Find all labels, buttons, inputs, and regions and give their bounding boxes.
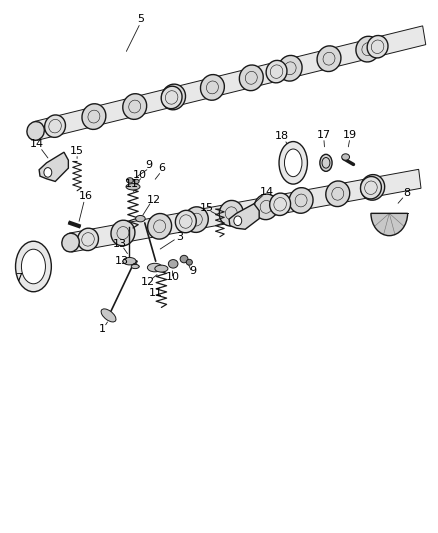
Ellipse shape <box>361 175 385 200</box>
Ellipse shape <box>184 207 208 232</box>
Ellipse shape <box>278 55 302 81</box>
Ellipse shape <box>201 75 224 100</box>
Text: 14: 14 <box>260 187 274 197</box>
Polygon shape <box>34 26 426 140</box>
Ellipse shape <box>15 241 51 292</box>
Ellipse shape <box>289 188 313 213</box>
Ellipse shape <box>111 220 135 246</box>
Ellipse shape <box>21 249 46 284</box>
Ellipse shape <box>360 176 381 199</box>
Ellipse shape <box>123 257 136 265</box>
Text: 9: 9 <box>189 266 196 276</box>
Polygon shape <box>69 169 421 252</box>
Ellipse shape <box>317 46 341 71</box>
Ellipse shape <box>162 84 186 110</box>
Circle shape <box>44 167 52 177</box>
Circle shape <box>234 216 242 225</box>
Ellipse shape <box>82 104 106 130</box>
Ellipse shape <box>134 179 139 183</box>
Ellipse shape <box>356 36 380 62</box>
Ellipse shape <box>123 94 147 119</box>
Ellipse shape <box>270 193 290 215</box>
Wedge shape <box>371 213 408 236</box>
Text: 18: 18 <box>275 131 290 141</box>
Ellipse shape <box>367 36 388 58</box>
Text: 9: 9 <box>145 160 153 171</box>
Ellipse shape <box>62 233 79 252</box>
Text: 10: 10 <box>133 170 147 180</box>
Text: 14: 14 <box>30 139 44 149</box>
Text: 12: 12 <box>141 278 155 287</box>
Ellipse shape <box>342 154 350 160</box>
Ellipse shape <box>254 194 278 220</box>
Ellipse shape <box>266 60 287 83</box>
Ellipse shape <box>320 155 332 171</box>
Ellipse shape <box>239 65 263 91</box>
Ellipse shape <box>101 309 116 322</box>
Ellipse shape <box>175 211 196 233</box>
Ellipse shape <box>168 260 178 268</box>
Text: 15: 15 <box>200 203 214 213</box>
Text: 3: 3 <box>176 232 183 243</box>
Ellipse shape <box>180 255 188 263</box>
Text: 19: 19 <box>343 130 357 140</box>
Text: 6: 6 <box>158 163 165 173</box>
Ellipse shape <box>27 122 44 140</box>
Polygon shape <box>39 152 68 181</box>
Ellipse shape <box>186 260 192 265</box>
Text: 12: 12 <box>146 195 161 205</box>
Ellipse shape <box>78 228 99 251</box>
Ellipse shape <box>45 115 66 138</box>
Ellipse shape <box>219 200 243 226</box>
Text: 13: 13 <box>113 239 127 249</box>
Text: 1: 1 <box>99 324 106 334</box>
Ellipse shape <box>161 86 182 109</box>
Ellipse shape <box>148 214 172 239</box>
Ellipse shape <box>136 215 145 222</box>
Polygon shape <box>229 204 259 229</box>
Text: 17: 17 <box>317 130 331 140</box>
Text: 8: 8 <box>403 188 410 198</box>
Text: 11: 11 <box>148 288 162 298</box>
Text: 13: 13 <box>115 256 129 266</box>
Ellipse shape <box>155 265 168 272</box>
Ellipse shape <box>326 181 350 207</box>
Ellipse shape <box>126 183 140 190</box>
Text: 5: 5 <box>137 14 144 25</box>
Ellipse shape <box>148 263 162 272</box>
Text: 10: 10 <box>166 272 180 282</box>
Text: 11: 11 <box>125 179 139 189</box>
Ellipse shape <box>279 142 307 184</box>
Ellipse shape <box>127 177 134 183</box>
Ellipse shape <box>285 149 302 176</box>
Text: 7: 7 <box>15 273 23 283</box>
Text: 16: 16 <box>79 191 93 201</box>
Text: 15: 15 <box>70 146 84 156</box>
Ellipse shape <box>131 264 139 269</box>
